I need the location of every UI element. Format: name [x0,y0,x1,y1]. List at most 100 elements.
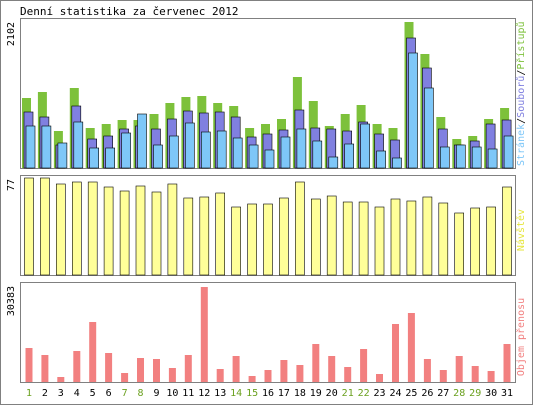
day-label-6: 6 [106,388,112,399]
day-label-20: 20 [326,388,338,399]
bar-stranek-day-27 [439,146,450,169]
bar-objem-day-5 [89,322,97,382]
day-label-30: 30 [485,388,497,399]
day-label-25: 25 [405,388,417,399]
legend-objem: Objem přenosu [515,298,527,376]
bar-objem-day-13 [216,369,224,382]
bar-objem-day-3 [57,377,65,382]
bar-stranek-day-4 [73,121,84,169]
bar-objem-day-9 [153,359,160,382]
day-label-29: 29 [469,388,481,399]
traffic-legend: Stránek/Souborů/Přístupů [515,21,527,166]
bar-stranek-day-14 [232,137,243,169]
bar-navstev-day-18 [295,181,305,276]
day-label-23: 23 [373,388,385,399]
bar-navstev-day-6 [103,186,114,276]
bar-objem-day-23 [376,374,383,382]
day-label-7: 7 [122,388,128,399]
bar-stranek-day-1 [25,125,36,169]
bar-objem-day-19 [312,344,320,382]
day-label-11: 11 [182,388,194,399]
bar-navstev-day-13 [215,192,225,276]
bar-navstev-day-19 [310,198,321,276]
bar-navstev-day-30 [486,206,496,276]
volume-panel-frame [20,282,516,383]
bar-navstev-day-17 [279,197,289,276]
bar-objem-day-7 [121,373,129,382]
bar-navstev-day-15 [247,203,257,276]
day-label-21: 21 [342,388,354,399]
bar-stranek-day-23 [376,150,386,169]
volume-ymax-label: 30383 [6,286,17,316]
bar-navstev-day-9 [151,191,162,276]
bar-stranek-day-26 [424,87,434,169]
day-label-9: 9 [153,388,159,399]
bar-stranek-day-7 [121,132,131,169]
bar-navstev-day-16 [263,203,273,276]
bar-stranek-day-24 [392,157,402,169]
bar-objem-day-12 [200,287,208,382]
bar-objem-day-2 [41,355,49,382]
bar-objem-day-16 [264,370,272,382]
day-label-16: 16 [262,388,274,399]
day-labels: 1 2 3 4 5 6 7 8 9 10 11 12 13 14 15 16 17 18 19 20 21 22 23 24 2… [26,388,513,399]
bar-objem-day-20 [328,356,336,382]
bar-stranek-day-25 [408,52,418,169]
day-label-31: 31 [501,388,513,399]
bar-objem-day-10 [168,368,176,382]
bar-objem-day-27 [439,370,447,382]
bar-objem-day-24 [392,324,399,382]
bar-navstev-day-21 [342,201,353,276]
chart-title: Denní statistika za červenec 2012 [20,5,239,18]
bar-objem-day-18 [296,365,304,382]
visits-bars [24,177,512,276]
bar-stranek-day-6 [105,147,115,169]
bar-navstev-day-4 [72,181,82,276]
traffic-ymax-label: 2102 [6,22,17,46]
bar-objem-day-15 [248,376,256,382]
day-label-3: 3 [58,388,64,399]
day-label-2: 2 [42,388,48,399]
legend-navstev: Návštěv [515,209,527,251]
bar-navstev-day-25 [406,200,417,276]
bar-objem-day-31 [503,344,511,382]
day-label-26: 26 [421,388,433,399]
bar-navstev-day-11 [183,197,194,276]
day-label-28: 28 [453,388,465,399]
bar-stranek-day-20 [328,156,339,169]
bar-stranek-day-19 [312,140,323,169]
bar-stranek-day-30 [487,148,498,169]
bar-stranek-day-10 [169,135,179,169]
bar-navstev-day-28 [454,212,465,276]
visits-panel-frame [20,175,516,276]
bar-objem-day-8 [137,358,144,382]
day-label-5: 5 [90,388,96,399]
day-label-12: 12 [198,388,210,399]
bar-objem-day-4 [73,351,81,382]
legend-separator: / [516,70,527,76]
bar-navstev-day-14 [231,206,241,276]
bar-objem-day-29 [471,366,479,382]
bar-stranek-day-5 [89,147,99,169]
bar-objem-day-17 [280,360,288,382]
legend-pristupu: Přístupů [515,21,527,69]
bar-stranek-day-9 [153,144,163,169]
bar-objem-day-25 [407,313,415,382]
legend-separator: / [516,118,527,124]
bar-navstev-day-8 [135,185,146,276]
bar-stranek-day-31 [503,135,514,169]
bar-objem-day-22 [360,349,368,382]
bar-stranek-day-18 [296,128,307,169]
day-label-22: 22 [358,388,370,399]
day-label-4: 4 [74,388,80,399]
bar-objem-day-26 [423,359,431,382]
bar-stranek-day-2 [41,125,52,169]
bar-navstev-day-27 [438,202,449,276]
day-label-14: 14 [230,388,242,399]
bar-stranek-day-3 [57,142,68,169]
bar-stranek-day-21 [344,143,355,169]
day-label-15: 15 [246,388,258,399]
visits-ymax-label: 77 [6,179,17,191]
traffic-panel-frame [20,18,516,169]
